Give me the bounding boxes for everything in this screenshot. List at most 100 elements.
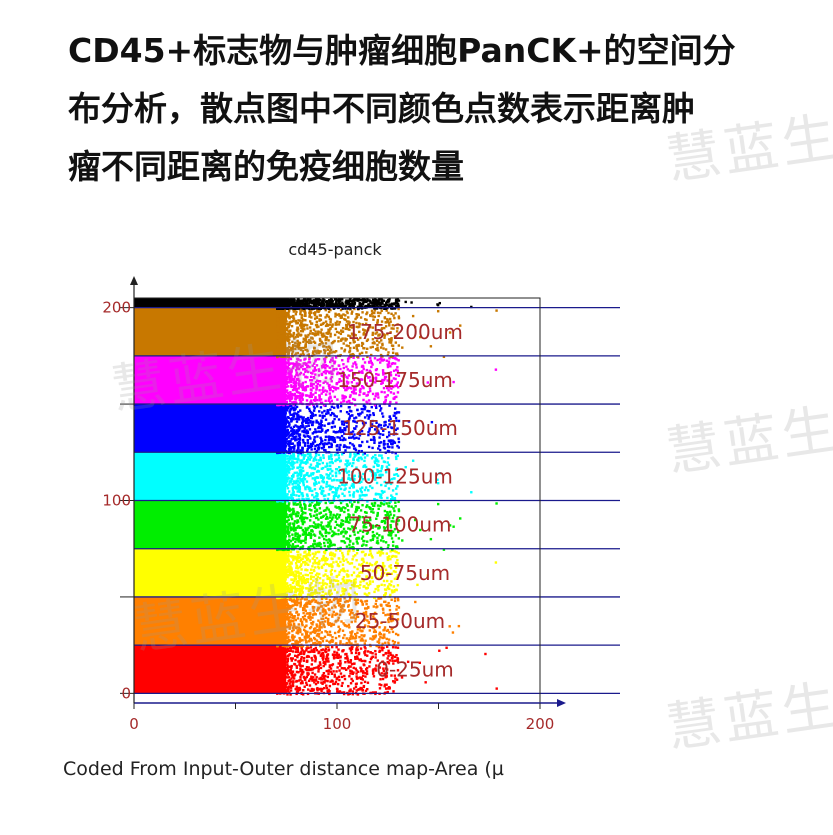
scatter-point <box>290 659 293 662</box>
scatter-point <box>393 599 397 603</box>
scatter-point <box>281 647 284 651</box>
scatter-point <box>361 503 364 507</box>
scatter-point <box>381 648 384 652</box>
scatter-point <box>276 661 280 665</box>
scatter-point <box>291 650 295 653</box>
scatter-point <box>297 628 301 632</box>
scatter-point <box>360 681 363 685</box>
scatter-point <box>328 589 331 592</box>
scatter-point <box>356 601 359 605</box>
scatter-point <box>355 559 358 562</box>
scatter-point <box>382 503 386 506</box>
scatter-point <box>312 620 315 624</box>
scatter-point <box>334 606 337 609</box>
scatter-point <box>369 651 372 654</box>
scatter-point <box>289 508 292 511</box>
scatter-point <box>278 615 281 619</box>
scatter-point <box>366 650 370 653</box>
scatter-point <box>303 685 306 688</box>
scatter-point <box>309 577 313 581</box>
scatter-point <box>314 613 317 616</box>
scatter-point <box>393 555 397 558</box>
scatter-point <box>283 604 287 607</box>
scatter-point <box>283 491 287 494</box>
scatter-point <box>294 556 297 559</box>
scatter-point <box>336 682 340 686</box>
scatter-point <box>282 661 286 665</box>
scatter-point <box>328 684 332 688</box>
scatter-point <box>375 599 378 602</box>
scatter-point <box>292 600 295 603</box>
scatter-point <box>276 681 279 685</box>
scatter-point <box>277 536 281 539</box>
scatter-point <box>373 611 377 615</box>
scatter-point <box>297 494 301 498</box>
scatter-point <box>311 552 315 555</box>
scatter-point <box>309 466 312 469</box>
scatter-point <box>286 658 289 661</box>
scatter-point <box>362 550 365 554</box>
scatter-point <box>285 484 288 488</box>
scatter-point <box>333 673 336 676</box>
scatter-point <box>308 684 312 687</box>
scatter-point <box>385 637 389 641</box>
scatter-point <box>294 537 297 541</box>
scatter-point <box>308 588 312 592</box>
scatter-point <box>330 606 334 609</box>
scatter-point <box>353 591 357 594</box>
scatter-point <box>290 674 294 677</box>
scatter-point <box>379 539 383 542</box>
scatter-point <box>282 631 285 634</box>
scatter-point <box>378 633 381 636</box>
scatter-point <box>325 612 328 615</box>
scatter-point <box>360 659 364 663</box>
scatter-point <box>331 530 334 533</box>
scatter-point <box>290 477 294 481</box>
scatter-point <box>324 630 327 633</box>
scatter-point <box>484 652 487 656</box>
scatter-point <box>299 682 303 685</box>
scatter-point <box>335 448 339 451</box>
scatter-point <box>333 554 336 558</box>
scatter-point <box>311 616 314 619</box>
scatter-point <box>363 493 366 497</box>
scatter-point <box>367 445 371 449</box>
scatter-point <box>294 650 298 654</box>
scatter-point <box>377 589 380 592</box>
scatter-point <box>279 653 283 657</box>
band-core-75-100um <box>134 500 287 549</box>
scatter-point <box>383 683 387 686</box>
scatter-point <box>384 541 388 544</box>
scatter-point <box>389 653 393 657</box>
scatter-point <box>356 610 359 613</box>
scatter-point <box>389 612 392 616</box>
scatter-point <box>286 493 289 496</box>
scatter-point <box>336 458 339 462</box>
scatter-point <box>318 591 321 595</box>
scatter-point <box>318 577 322 580</box>
scatter-point <box>288 691 291 694</box>
scatter-point <box>324 501 327 505</box>
scatter-point <box>332 655 336 658</box>
scatter-point <box>306 452 310 456</box>
scatter-point <box>357 459 360 462</box>
scatter-point <box>351 443 354 446</box>
scatter-point <box>459 517 462 520</box>
scatter-point <box>313 650 316 654</box>
scatter-point <box>329 680 332 683</box>
scatter-point <box>318 677 321 680</box>
scatter-point <box>308 409 312 413</box>
scatter-point <box>331 623 335 626</box>
scatter-point <box>294 618 297 622</box>
scatter-point <box>309 646 313 649</box>
scatter-point <box>369 637 372 640</box>
scatter-point <box>352 542 355 545</box>
scatter-point <box>384 613 387 617</box>
scatter-point <box>285 520 288 523</box>
scatter-point <box>300 506 303 510</box>
scatter-point <box>355 689 358 692</box>
scatter-point <box>337 653 340 657</box>
scatter-point <box>323 604 326 607</box>
scatter-point <box>311 668 314 671</box>
scatter-point <box>348 446 351 449</box>
